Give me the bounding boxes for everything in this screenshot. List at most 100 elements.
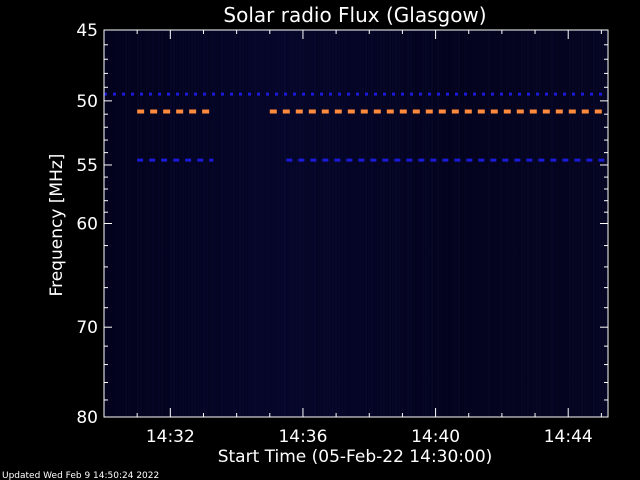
noise-stripe (488, 30, 490, 417)
noise-stripe (320, 30, 322, 417)
noise-stripe (221, 30, 223, 417)
noise-stripe (578, 30, 580, 417)
noise-stripe (293, 30, 295, 417)
noise-stripe (497, 30, 499, 417)
noise-stripe (485, 30, 487, 417)
noise-stripe (299, 30, 301, 417)
noise-stripe (143, 30, 145, 417)
noise-stripe (227, 30, 229, 417)
noise-stripe (128, 30, 130, 417)
noise-stripe (248, 30, 250, 417)
noise-stripe (581, 30, 583, 417)
noise-stripe (338, 30, 340, 417)
noise-stripe (239, 30, 241, 417)
noise-stripe (161, 30, 163, 417)
chart-title: Solar radio Flux (Glasgow) (223, 3, 486, 27)
noise-stripe (116, 30, 118, 417)
updated-timestamp: Updated Wed Feb 9 14:50:24 2022 (2, 471, 159, 480)
noise-stripe (545, 30, 547, 417)
noise-stripe (326, 30, 328, 417)
noise-stripe (404, 30, 406, 417)
noise-stripe (365, 30, 367, 417)
noise-stripe (152, 30, 154, 417)
noise-stripe (542, 30, 544, 417)
noise-stripe (230, 30, 232, 417)
noise-stripe (383, 30, 385, 417)
y-axis-ticks: 45 50 55 60 70 80 (76, 21, 608, 428)
noise-stripe (188, 30, 190, 417)
noise-stripe (596, 30, 598, 417)
noise-stripe (200, 30, 202, 417)
y-tick-label: 60 (76, 215, 98, 235)
noise-stripe (413, 30, 415, 417)
noise-stripe (314, 30, 316, 417)
noise-stripe (341, 30, 343, 417)
noise-stripe (503, 30, 505, 417)
noise-stripe (191, 30, 193, 417)
noise-stripe (530, 30, 532, 417)
noise-stripe (194, 30, 196, 417)
noise-stripe (449, 30, 451, 417)
noise-stripe (275, 30, 277, 417)
noise-stripe (317, 30, 319, 417)
y-tick-label: 80 (76, 408, 98, 428)
noise-stripe (323, 30, 325, 417)
x-tick-label: 14:44 (544, 427, 593, 447)
noise-stripe (329, 30, 331, 417)
noise-stripe (224, 30, 226, 417)
noise-stripe (344, 30, 346, 417)
noise-stripe (563, 30, 565, 417)
noise-stripe (425, 30, 427, 417)
noise-stripe (305, 30, 307, 417)
noise-stripe (236, 30, 238, 417)
noise-stripe (539, 30, 541, 417)
noise-stripe (473, 30, 475, 417)
noise-stripe (260, 30, 262, 417)
noise-stripe (140, 30, 142, 417)
noise-stripe (470, 30, 472, 417)
noise-stripe (476, 30, 478, 417)
noise-stripe (281, 30, 283, 417)
noise-stripe (512, 30, 514, 417)
noise-stripe (371, 30, 373, 417)
noise-stripe (287, 30, 289, 417)
noise-stripe (149, 30, 151, 417)
noise-stripe (479, 30, 481, 417)
noise-stripe (362, 30, 364, 417)
x-axis-ticks: 14:32 14:36 14:40 14:44 (136, 30, 602, 447)
noise-stripe (392, 30, 394, 417)
y-tick-label: 50 (76, 92, 98, 112)
noise-stripe (347, 30, 349, 417)
noise-stripe (380, 30, 382, 417)
noise-stripe (179, 30, 181, 417)
y-axis-label: Frequency [MHz] (47, 154, 67, 297)
noise-stripe (500, 30, 502, 417)
noise-stripe (167, 30, 169, 417)
noise-stripe (284, 30, 286, 417)
noise-stripe (575, 30, 577, 417)
noise-stripe (131, 30, 133, 417)
noise-stripe (197, 30, 199, 417)
noise-stripe (311, 30, 313, 417)
noise-stripe (359, 30, 361, 417)
y-tick-label: 55 (76, 156, 98, 176)
noise-stripe (272, 30, 274, 417)
noise-stripe (173, 30, 175, 417)
noise-stripe (584, 30, 586, 417)
noise-stripe (146, 30, 148, 417)
noise-stripe (155, 30, 157, 417)
noise-stripe (377, 30, 379, 417)
noise-stripe (551, 30, 553, 417)
noise-stripe (119, 30, 121, 417)
noise-stripe (278, 30, 280, 417)
noise-stripe (554, 30, 556, 417)
noise-stripe (458, 30, 460, 417)
noise-stripe (590, 30, 592, 417)
noise-stripe (434, 30, 436, 417)
noise-stripe (137, 30, 139, 417)
noise-stripe (257, 30, 259, 417)
noise-stripe (209, 30, 211, 417)
emission-bands (104, 92, 608, 162)
noise-stripe (569, 30, 571, 417)
noise-stripe (548, 30, 550, 417)
